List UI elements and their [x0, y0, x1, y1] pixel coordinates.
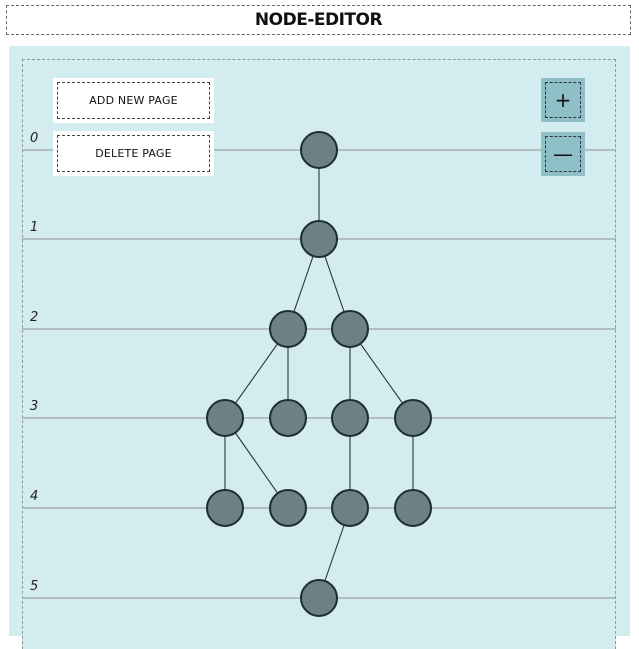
zoom-out-button[interactable]: —	[541, 132, 585, 176]
graph-node-n4b[interactable]	[269, 489, 307, 527]
node-graph-canvas[interactable]	[0, 0, 639, 634]
zoom-in-button[interactable]: +	[541, 78, 585, 122]
graph-node-n2a[interactable]	[269, 310, 307, 348]
graph-node-n3d[interactable]	[394, 399, 432, 437]
level-label-3: 3	[30, 399, 39, 414]
add-new-page-button[interactable]: ADD NEW PAGE	[53, 78, 214, 123]
title-bar: NODE-EDITOR	[6, 5, 631, 35]
level-label-5: 5	[30, 579, 39, 594]
delete-page-button[interactable]: DELETE PAGE	[53, 131, 214, 176]
graph-node-n3c[interactable]	[331, 399, 369, 437]
graph-node-n5[interactable]	[300, 579, 338, 617]
graph-node-n1[interactable]	[300, 220, 338, 258]
level-label-1: 1	[30, 220, 39, 235]
app-title: NODE-EDITOR	[254, 10, 383, 30]
graph-node-n4c[interactable]	[331, 489, 369, 527]
level-label-2: 2	[30, 310, 39, 325]
graph-node-n4a[interactable]	[206, 489, 244, 527]
level-label-4: 4	[30, 489, 39, 504]
graph-node-n3a[interactable]	[206, 399, 244, 437]
graph-node-n3b[interactable]	[269, 399, 307, 437]
delete-page-label: DELETE PAGE	[57, 135, 210, 172]
level-label-0: 0	[30, 131, 39, 146]
minus-icon: —	[545, 136, 581, 172]
graph-node-n4d[interactable]	[394, 489, 432, 527]
plus-icon: +	[545, 82, 581, 118]
graph-node-n2b[interactable]	[331, 310, 369, 348]
add-new-page-label: ADD NEW PAGE	[57, 82, 210, 119]
graph-node-n0[interactable]	[300, 131, 338, 169]
